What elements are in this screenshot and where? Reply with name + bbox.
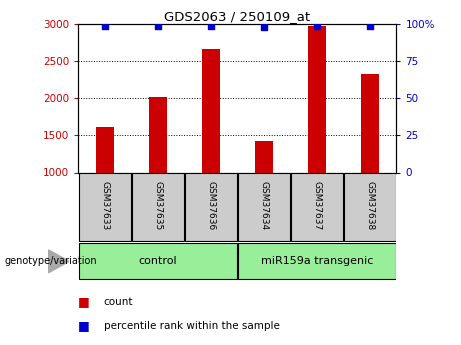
Point	[207, 23, 214, 28]
FancyBboxPatch shape	[291, 173, 343, 241]
Bar	[254, 141, 273, 172]
Bar	[95, 127, 114, 172]
Text: percentile rank within the sample: percentile rank within the sample	[104, 321, 280, 331]
Text: GSM37636: GSM37636	[207, 181, 215, 230]
Text: control: control	[139, 256, 177, 266]
Point	[101, 23, 109, 28]
Point	[260, 24, 267, 30]
FancyBboxPatch shape	[344, 173, 396, 241]
FancyBboxPatch shape	[79, 173, 131, 241]
Text: ■: ■	[78, 319, 90, 333]
Text: GSM37633: GSM37633	[100, 181, 109, 230]
FancyBboxPatch shape	[238, 244, 396, 279]
Text: miR159a transgenic: miR159a transgenic	[261, 256, 373, 266]
Text: genotype/variation: genotype/variation	[5, 256, 97, 266]
Text: GSM37635: GSM37635	[154, 181, 162, 230]
FancyBboxPatch shape	[79, 244, 237, 279]
Text: GSM37638: GSM37638	[366, 181, 374, 230]
Text: count: count	[104, 297, 133, 307]
Bar	[361, 74, 379, 172]
Point	[366, 23, 373, 28]
Text: GSM37637: GSM37637	[313, 181, 321, 230]
FancyBboxPatch shape	[238, 173, 290, 241]
Bar	[307, 26, 326, 172]
FancyBboxPatch shape	[185, 173, 237, 241]
Point	[313, 23, 320, 28]
Bar	[148, 97, 167, 172]
FancyBboxPatch shape	[132, 173, 184, 241]
Text: ■: ■	[78, 295, 90, 308]
Point	[154, 23, 162, 28]
Title: GDS2063 / 250109_at: GDS2063 / 250109_at	[165, 10, 310, 23]
Polygon shape	[48, 250, 69, 273]
Text: GSM37634: GSM37634	[260, 181, 268, 230]
Bar	[201, 49, 220, 172]
